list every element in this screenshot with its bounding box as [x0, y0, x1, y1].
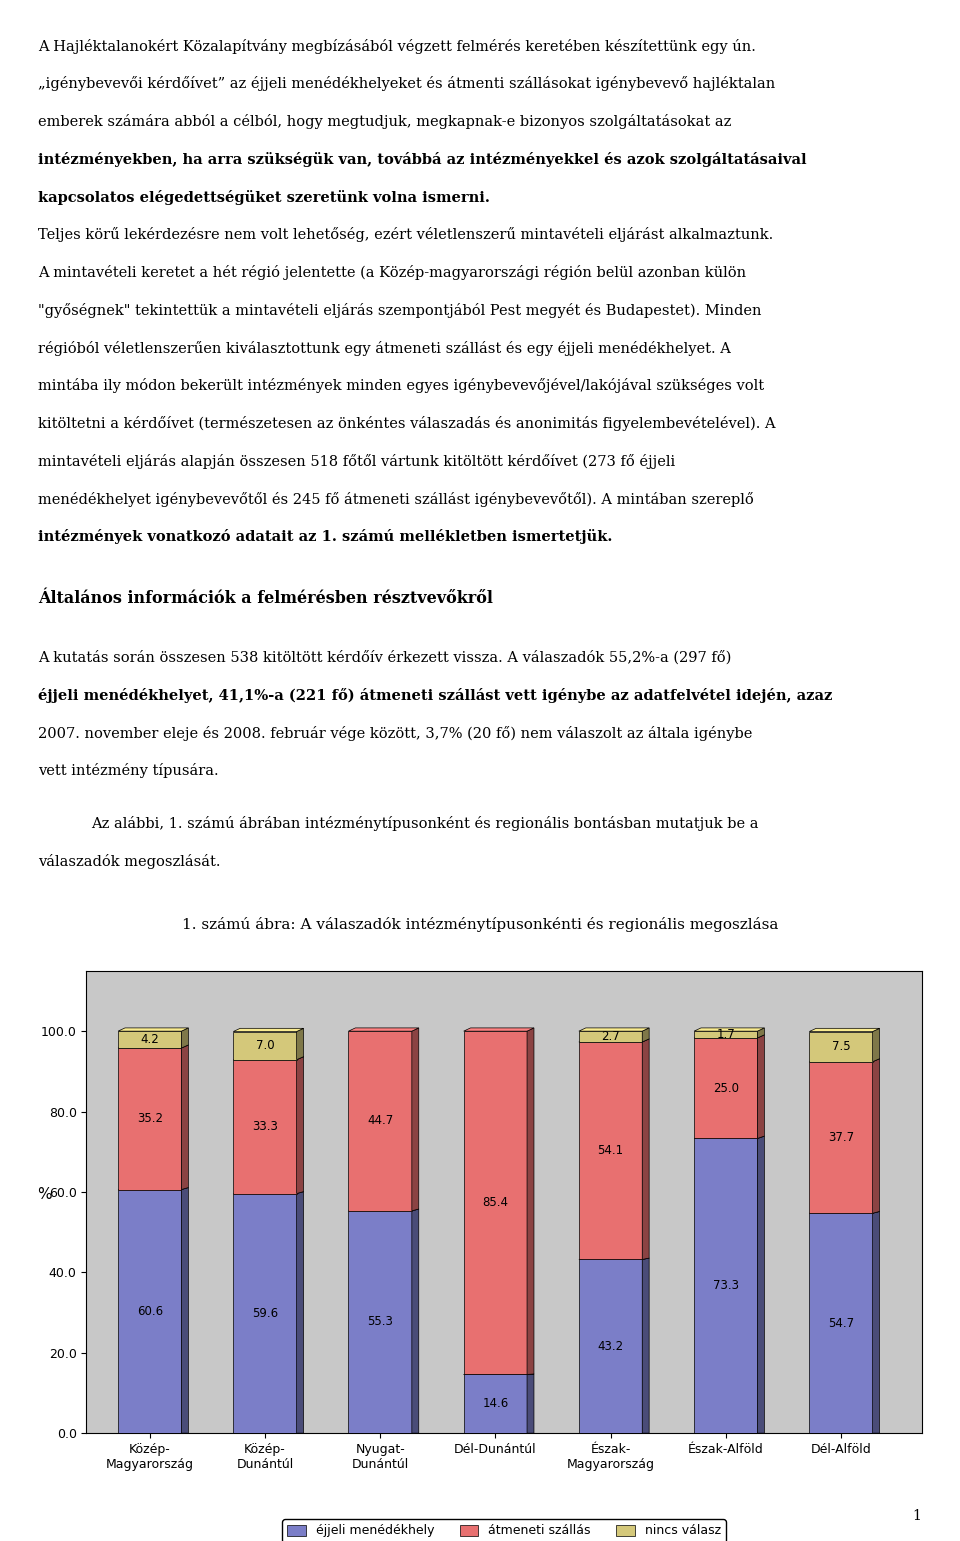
Text: 1.7: 1.7	[716, 1028, 735, 1042]
Polygon shape	[642, 1039, 649, 1259]
Text: „igénybevevői kérdőívet” az éjjeli menédékhelyeket és átmenti szállásokat igényb: „igénybevevői kérdőívet” az éjjeli menéd…	[38, 76, 776, 91]
Polygon shape	[579, 1028, 649, 1031]
Polygon shape	[348, 1210, 419, 1211]
Text: Általános információk a felmérésben résztvevőkről: Általános információk a felmérésben rész…	[38, 590, 493, 607]
Polygon shape	[579, 1039, 649, 1042]
Polygon shape	[809, 1028, 879, 1031]
Text: 43.2: 43.2	[597, 1339, 624, 1353]
Polygon shape	[809, 1213, 873, 1433]
Polygon shape	[757, 1028, 764, 1039]
Polygon shape	[694, 1031, 757, 1039]
Text: 14.6: 14.6	[482, 1398, 509, 1410]
Polygon shape	[233, 1060, 297, 1194]
Legend: éjjeli menédékhely, átmeneti szállás, nincs válasz: éjjeli menédékhely, átmeneti szállás, ni…	[282, 1519, 726, 1541]
Polygon shape	[809, 1031, 873, 1062]
Text: vett intézmény típusára.: vett intézmény típusára.	[38, 763, 219, 778]
Polygon shape	[873, 1211, 879, 1433]
Polygon shape	[181, 1028, 188, 1048]
Text: 37.7: 37.7	[828, 1131, 854, 1143]
Polygon shape	[873, 1028, 879, 1062]
Text: 55.3: 55.3	[368, 1316, 393, 1328]
Text: 33.3: 33.3	[252, 1120, 277, 1133]
Polygon shape	[757, 1036, 764, 1139]
Polygon shape	[809, 1062, 873, 1213]
Polygon shape	[233, 1191, 303, 1194]
Text: 4.2: 4.2	[140, 1032, 159, 1046]
Text: intézmények vonatkozó adatait az 1. számú mellékletben ismertetjük.: intézmények vonatkozó adatait az 1. szám…	[38, 529, 612, 544]
Text: válaszadók megoszlását.: válaszadók megoszlását.	[38, 854, 221, 869]
Text: Teljes körű lekérdezésre nem volt lehetőség, ezért véletlenszerű mintavételi elj: Teljes körű lekérdezésre nem volt lehető…	[38, 227, 774, 242]
Polygon shape	[118, 1048, 181, 1190]
Polygon shape	[579, 1031, 642, 1042]
Polygon shape	[233, 1028, 303, 1031]
Text: 60.6: 60.6	[136, 1305, 163, 1318]
Polygon shape	[579, 1042, 642, 1259]
Polygon shape	[464, 1375, 527, 1433]
Polygon shape	[233, 1194, 297, 1433]
Text: 7.0: 7.0	[255, 1039, 275, 1053]
Text: 35.2: 35.2	[136, 1113, 163, 1125]
Text: A kutatás során összesen 538 kitöltött kérdőív érkezett vissza. A válaszadók 55,: A kutatás során összesen 538 kitöltött k…	[38, 650, 732, 664]
Text: 54.7: 54.7	[828, 1316, 854, 1330]
Polygon shape	[694, 1136, 764, 1139]
Text: 59.6: 59.6	[252, 1307, 278, 1319]
Polygon shape	[694, 1039, 757, 1139]
Polygon shape	[297, 1057, 303, 1194]
Polygon shape	[694, 1028, 764, 1031]
Polygon shape	[118, 1188, 188, 1190]
Polygon shape	[297, 1191, 303, 1433]
Text: 7.5: 7.5	[831, 1040, 851, 1053]
Text: 73.3: 73.3	[712, 1279, 739, 1293]
Polygon shape	[181, 1188, 188, 1433]
Polygon shape	[348, 1031, 412, 1211]
Text: emberek számára abból a célból, hogy megtudjuk, megkapnak-e bizonyos szolgáltatá: emberek számára abból a célból, hogy meg…	[38, 114, 732, 129]
Text: A mintavételi keretet a hét régió jelentette (a Közép-magyarországi régión belül: A mintavételi keretet a hét régió jelent…	[38, 265, 747, 280]
Polygon shape	[757, 1136, 764, 1433]
Text: menédékhelyet igénybevevőtől és 245 fő átmeneti szállást igénybevevőtől). A mint: menédékhelyet igénybevevőtől és 245 fő á…	[38, 492, 755, 507]
Text: régióból véletlenszerűen kiválasztottunk egy átmeneti szállást és egy éjjeli men: régióból véletlenszerűen kiválasztottunk…	[38, 341, 732, 356]
Polygon shape	[694, 1036, 764, 1039]
Polygon shape	[464, 1028, 534, 1031]
Polygon shape	[233, 1057, 303, 1060]
Text: kitöltetni a kérdőívet (természetesen az önkéntes válaszadás és anonimitás figye: kitöltetni a kérdőívet (természetesen az…	[38, 416, 776, 431]
Polygon shape	[873, 1059, 879, 1213]
Text: 1. számú ábra: A válaszadók intézménytípusonkénti és regionális megoszlása: 1. számú ábra: A válaszadók intézménytíp…	[181, 917, 779, 932]
Polygon shape	[348, 1211, 412, 1433]
Text: mintába ily módon bekerült intézmények minden egyes igénybevevőjével/lakójával s: mintába ily módon bekerült intézmények m…	[38, 378, 764, 393]
Text: éjjeli menédékhelyet, 41,1%-a (221 fő) átmeneti szállást vett igénybe az adatfel: éjjeli menédékhelyet, 41,1%-a (221 fő) á…	[38, 687, 832, 703]
Polygon shape	[118, 1190, 181, 1433]
Polygon shape	[809, 1211, 879, 1213]
Text: 2.7: 2.7	[601, 1029, 620, 1043]
Text: 44.7: 44.7	[367, 1114, 394, 1128]
Polygon shape	[642, 1028, 649, 1042]
Polygon shape	[694, 1139, 757, 1433]
Polygon shape	[642, 1257, 649, 1433]
Text: Az alábbi, 1. számú ábrában intézménytípusonként és regionális bontásban mutatju: Az alábbi, 1. számú ábrában intézménytíp…	[91, 817, 758, 831]
Polygon shape	[579, 1259, 642, 1433]
Polygon shape	[233, 1031, 297, 1060]
Text: 2007. november eleje és 2008. február vége között, 3,7% (20 fő) nem válaszolt az: 2007. november eleje és 2008. február vé…	[38, 726, 753, 741]
Text: 85.4: 85.4	[482, 1196, 509, 1210]
Polygon shape	[118, 1031, 181, 1048]
Polygon shape	[412, 1210, 419, 1433]
Text: 25.0: 25.0	[712, 1082, 739, 1094]
Polygon shape	[809, 1059, 879, 1062]
Polygon shape	[118, 1045, 188, 1048]
Polygon shape	[527, 1028, 534, 1375]
Polygon shape	[118, 1028, 188, 1031]
Polygon shape	[464, 1031, 527, 1375]
Polygon shape	[297, 1028, 303, 1060]
Text: mintavételi eljárás alapján összesen 518 főtől vártunk kitöltött kérdőívet (273 : mintavételi eljárás alapján összesen 518…	[38, 453, 676, 468]
Text: A Hajléktalanokért Közalapítvány megbízásából végzett felmérés keretében készíte: A Hajléktalanokért Közalapítvány megbízá…	[38, 39, 756, 54]
Polygon shape	[181, 1045, 188, 1190]
Polygon shape	[412, 1028, 419, 1211]
Text: kapcsolatos elégedettségüket szeretünk volna ismerni.: kapcsolatos elégedettségüket szeretünk v…	[38, 190, 491, 205]
Polygon shape	[527, 1375, 534, 1433]
Polygon shape	[348, 1028, 419, 1031]
Y-axis label: %: %	[37, 1187, 52, 1202]
Text: 54.1: 54.1	[597, 1145, 624, 1157]
Text: 1: 1	[913, 1509, 922, 1523]
Text: intézményekben, ha arra szükségük van, továbbá az intézményekkel és azok szolgál: intézményekben, ha arra szükségük van, t…	[38, 153, 807, 166]
Text: "győségnek" tekintettük a mintavételi eljárás szempontjából Pest megyét és Budap: "győségnek" tekintettük a mintavételi el…	[38, 302, 762, 317]
